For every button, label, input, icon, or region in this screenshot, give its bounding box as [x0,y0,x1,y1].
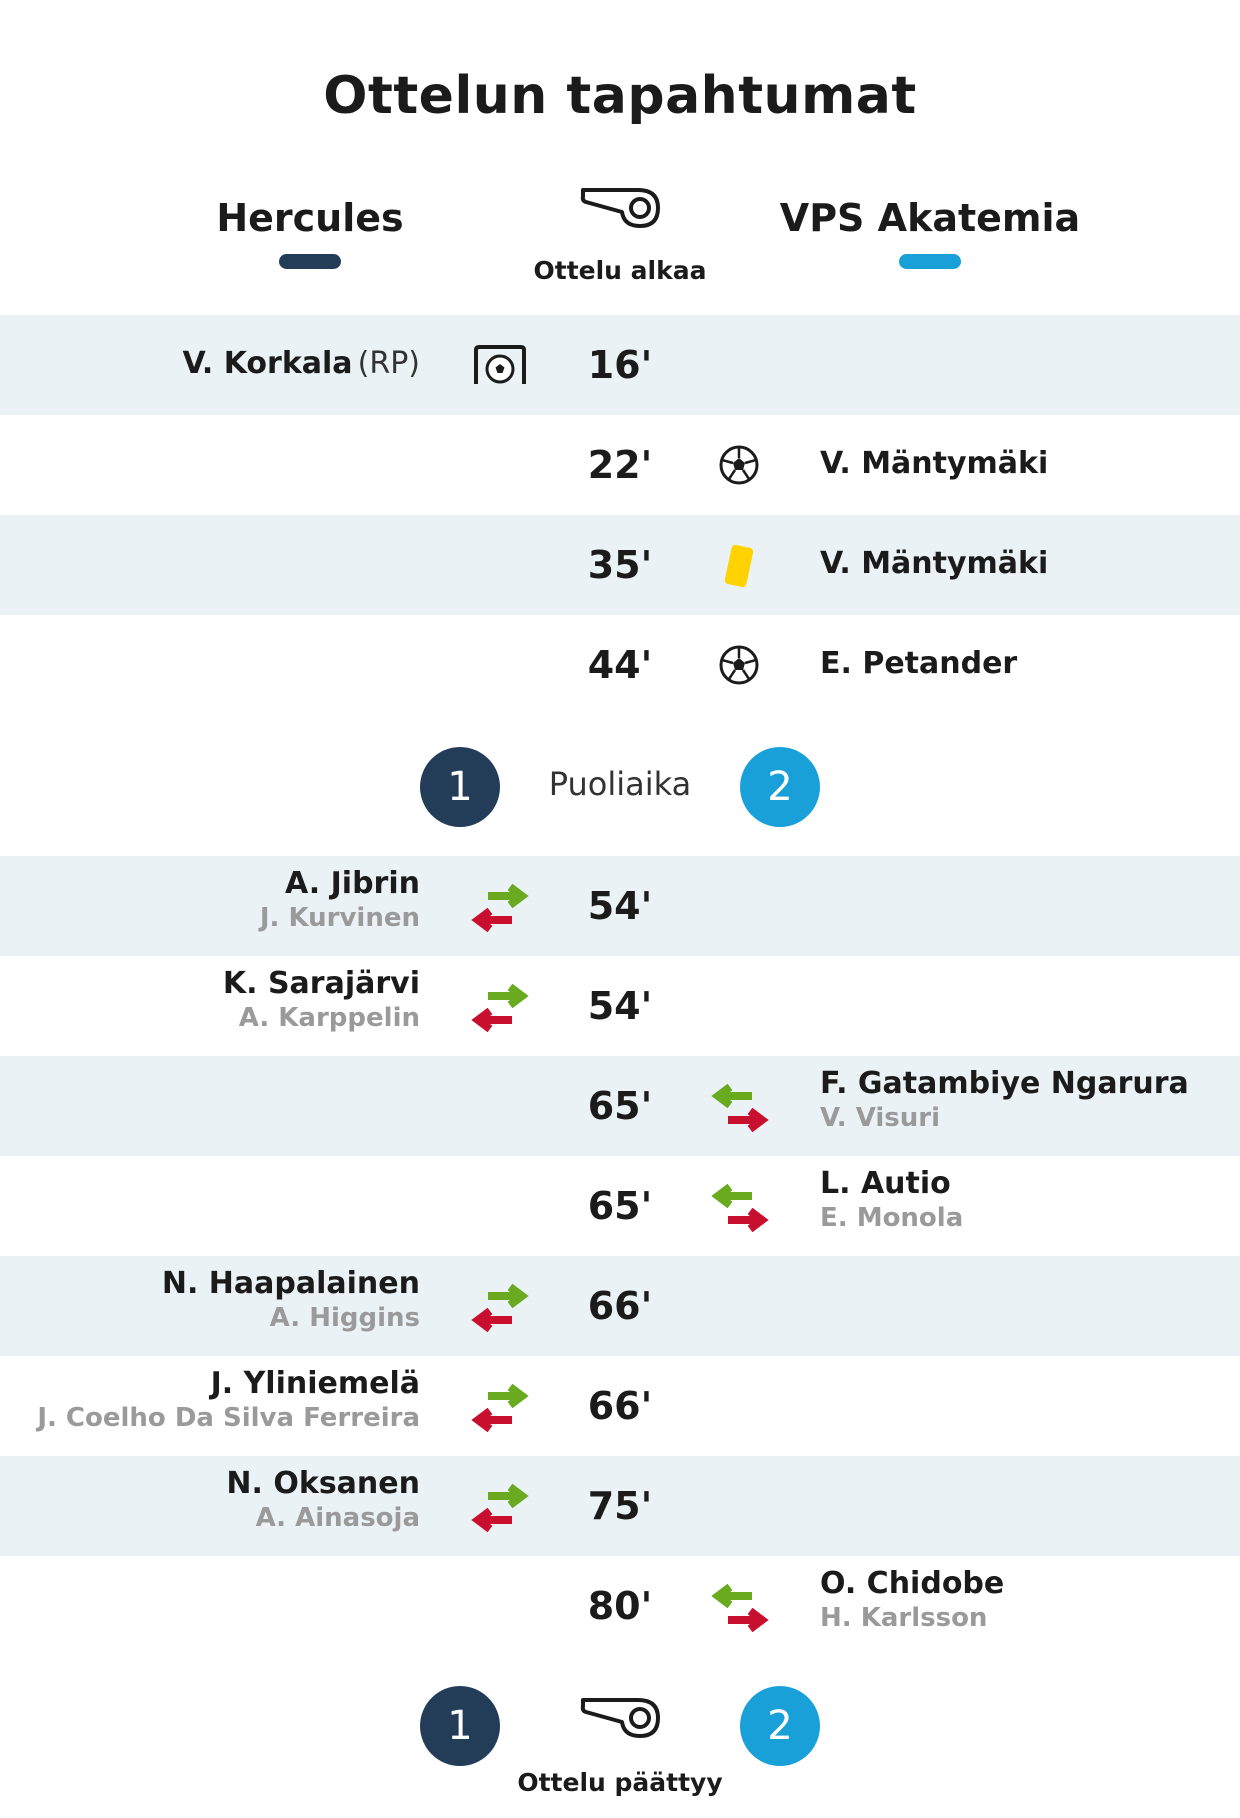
event-player: V. Mäntymäki [820,446,1049,481]
substitution-icon [471,1283,529,1333]
substitution-icon [471,1483,529,1533]
event-player: E. Petander [820,646,1018,681]
home-team-name: Hercules [216,196,404,240]
player-in: O. Chidobe [820,1566,1005,1601]
soccer-ball-icon [719,445,759,485]
substitution-players: K. Sarajärvi A. Karppelin [223,966,420,1033]
event-player: V. Mäntymäki [820,546,1049,581]
page-title: Ottelun tapahtumat [323,66,917,126]
home-team-color-bar [279,254,341,269]
substitution-players: O. Chidobe H. Karlsson [820,1566,1004,1633]
player-out: H. Karlsson [820,1603,988,1633]
event-minute: 54' [587,884,653,928]
player-out: V. Visuri [820,1103,940,1133]
fulltime-away-score: 2 [740,1686,820,1766]
player-out: J. Kurvinen [259,903,420,933]
event-row: V. Korkala (RP) 16' [0,315,1240,415]
substitution-icon [471,883,529,933]
event-minute: 66' [587,1384,653,1428]
halftime-home-score: 1 [420,747,500,827]
substitution-players: A. Jibrin J. Kurvinen [260,866,420,933]
penalty-note: (RP) [357,346,420,381]
away-team-color-bar [899,254,961,269]
player-out: A. Karppelin [238,1003,420,1033]
player-in: F. Gatambiye Ngarura [820,1066,1189,1101]
event-minute: 75' [587,1484,653,1528]
substitution-row: 80' O. Chidobe H. Karlsson [0,1556,1240,1656]
substitution-row: N. Oksanen A. Ainasoja 75' [0,1456,1240,1556]
halftime-away-score: 2 [740,747,820,827]
player-in: N. Oksanen [226,1466,420,1501]
player-out: A. Ainasoja [255,1503,420,1533]
whistle-icon [580,1698,660,1738]
player-out: E. Monola [820,1203,964,1233]
substitution-icon [471,1383,529,1433]
substitution-icon [711,1183,769,1233]
event-row: 44' E. Petander [0,615,1240,715]
player-in: K. Sarajärvi [222,966,420,1001]
substitution-row: J. Yliniemelä J. Coelho Da Silva Ferreir… [0,1356,1240,1456]
player-in: A. Jibrin [285,866,420,901]
fulltime-home-score: 1 [420,1686,500,1766]
event-minute: 54' [587,984,653,1028]
event-minute: 80' [587,1584,653,1628]
match-start-label: Ottelu alkaa [533,256,707,285]
event-minute: 65' [587,1184,653,1228]
match-end-label: Ottelu päättyy [517,1768,723,1797]
event-minute: 16' [587,343,653,387]
event-minute: 35' [587,543,653,587]
substitution-players: N. Haapalainen A. Higgins [162,1266,420,1333]
substitution-icon [471,983,529,1033]
event-player: V. Korkala (RP) [182,346,420,381]
penalty-goal-icon [474,345,526,384]
player-out: J. Coelho Da Silva Ferreira [37,1403,420,1433]
player-in: N. Haapalainen [161,1266,420,1301]
event-minute: 65' [587,1084,653,1128]
player-in: J. Yliniemelä [210,1366,420,1401]
event-minute: 44' [587,643,653,687]
event-row: 22' V. Mäntymäki [0,415,1240,515]
player-in: L. Autio [820,1166,951,1201]
away-team-name: VPS Akatemia [779,196,1081,240]
substitution-players: L. Autio E. Monola [820,1166,963,1233]
yellow-card-icon [724,544,754,588]
substitution-icon [711,1083,769,1133]
substitution-players: F. Gatambiye Ngarura V. Visuri [820,1066,1189,1133]
substitution-row: 65' F. Gatambiye Ngarura V. Visuri [0,1056,1240,1156]
substitution-players: J. Yliniemelä J. Coelho Da Silva Ferreir… [37,1366,420,1433]
whistle-icon [580,188,660,228]
event-minute: 22' [587,443,653,487]
substitution-row: N. Haapalainen A. Higgins 66' [0,1256,1240,1356]
event-minute: 66' [587,1284,653,1328]
substitution-row: K. Sarajärvi A. Karppelin 54' [0,956,1240,1056]
substitution-icon [711,1583,769,1633]
halftime-label: Puoliaika [548,765,692,803]
substitution-row: 65' L. Autio E. Monola [0,1156,1240,1256]
substitution-players: N. Oksanen A. Ainasoja [226,1466,420,1533]
player-out: A. Higgins [269,1303,420,1333]
soccer-ball-icon [719,645,759,685]
event-row: 35' V. Mäntymäki [0,515,1240,615]
substitution-row: A. Jibrin J. Kurvinen 54' [0,856,1240,956]
